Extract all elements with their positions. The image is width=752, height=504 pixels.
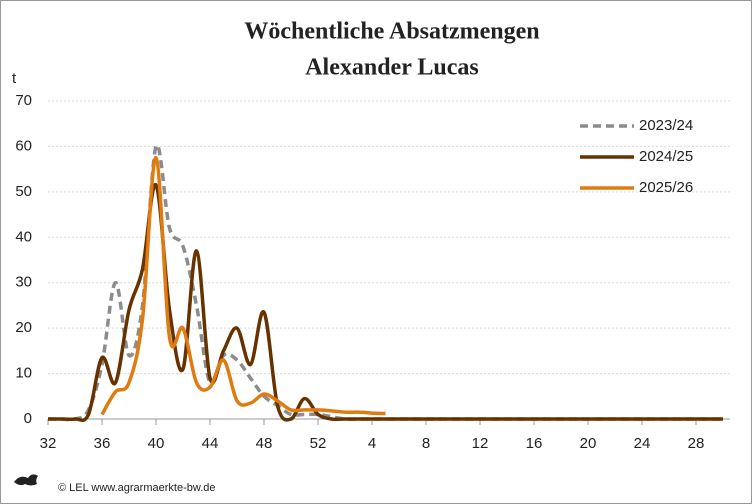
x-tick-label: 36 bbox=[94, 435, 111, 452]
x-tick-label: 48 bbox=[256, 435, 273, 452]
x-tick-label: 20 bbox=[580, 435, 597, 452]
chart-title: Wöchentliche Absatzmengen bbox=[244, 19, 539, 45]
x-tick-label: 28 bbox=[688, 435, 705, 452]
legend-label: 2024/25 bbox=[639, 148, 693, 165]
chart-subtitle: Alexander Lucas bbox=[305, 55, 479, 81]
y-tick-label: 70 bbox=[15, 92, 32, 109]
y-tick-label: 60 bbox=[15, 137, 32, 154]
legend-label: 2025/26 bbox=[639, 179, 693, 196]
x-tick-label: 12 bbox=[472, 435, 489, 452]
y-tick-label: 30 bbox=[15, 274, 32, 291]
y-tick-label: 0 bbox=[24, 410, 32, 427]
x-tick-label: 32 bbox=[40, 435, 57, 452]
x-tick-label: 44 bbox=[202, 435, 219, 452]
y-axis-label: t bbox=[12, 70, 17, 87]
x-tick-label: 40 bbox=[148, 435, 165, 452]
logo bbox=[14, 474, 38, 486]
series-line bbox=[100, 156, 386, 416]
footer: © LEL www.agrarmaerkte-bw.de bbox=[58, 482, 216, 494]
x-tick-label: 24 bbox=[634, 435, 651, 452]
y-tick-label: 40 bbox=[15, 228, 32, 245]
legend-label: 2023/24 bbox=[639, 117, 693, 134]
y-tick-label: 10 bbox=[15, 365, 32, 382]
x-tick-label: 8 bbox=[422, 435, 430, 452]
x-tick-label: 4 bbox=[368, 435, 376, 452]
y-tick-label: 50 bbox=[15, 183, 32, 200]
y-tick-label: 20 bbox=[15, 319, 32, 336]
x-tick-label: 16 bbox=[526, 435, 543, 452]
x-tick-label: 52 bbox=[310, 435, 327, 452]
